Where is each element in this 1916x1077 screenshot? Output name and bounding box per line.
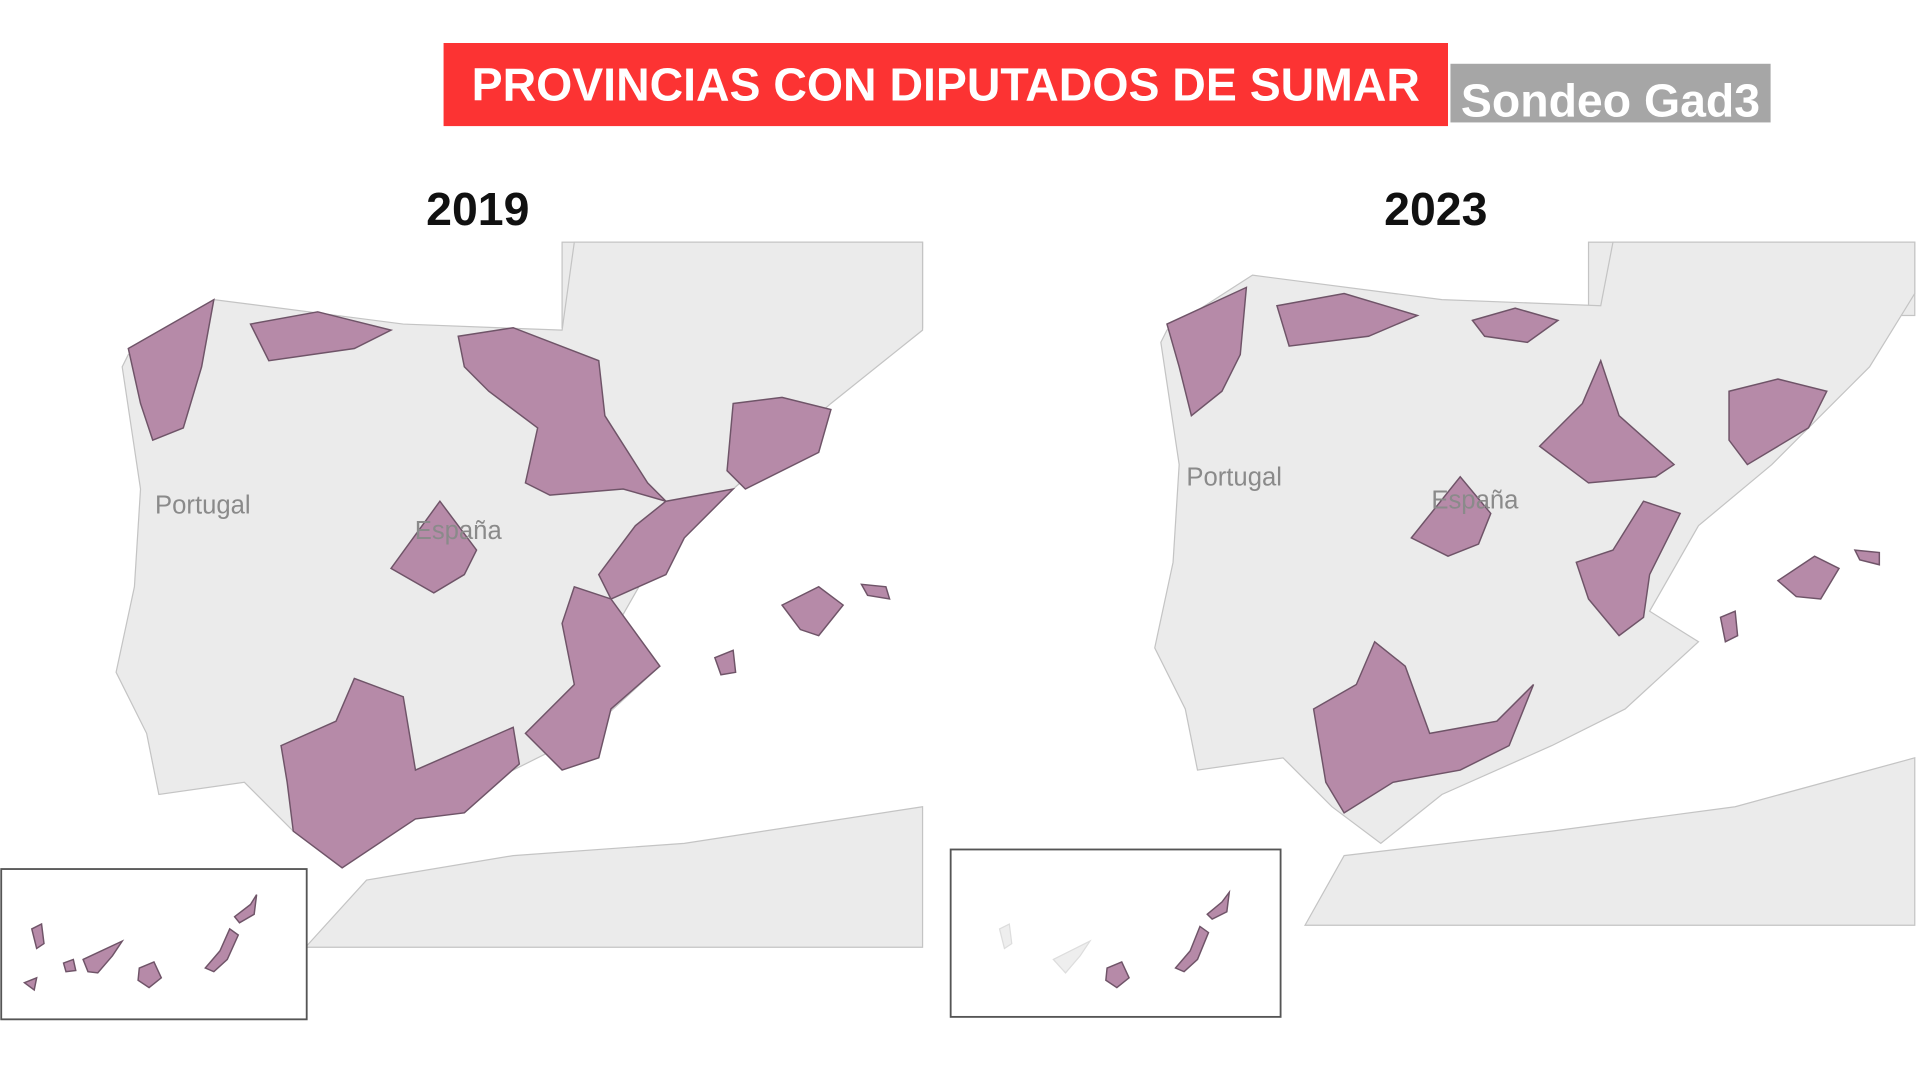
- island-la-palma: [30, 922, 45, 950]
- source-badge-text: Sondeo Gad3: [1461, 74, 1760, 126]
- region-mallorca: [1776, 555, 1841, 600]
- map-year-2019: 2019: [426, 183, 529, 235]
- island-lanzarote: [233, 894, 258, 924]
- island-lanzarote: [1206, 889, 1231, 921]
- region-menorca: [860, 583, 891, 600]
- region-valencia: [1575, 500, 1682, 637]
- region-catalonia: [1728, 378, 1828, 466]
- island-fuerteventura: [204, 927, 240, 973]
- label-portugal: Portugal: [1186, 463, 1282, 491]
- region-menorca: [1853, 549, 1881, 566]
- title-banner: [443, 43, 1448, 127]
- region-basque: [1471, 307, 1560, 344]
- region-ibiza: [713, 649, 737, 676]
- label-spain: España: [1431, 487, 1519, 515]
- island-gran-canaria: [1105, 960, 1130, 989]
- island-la-palma: [998, 923, 1013, 950]
- region-madrid: [1410, 475, 1492, 558]
- island-tenerife: [1052, 939, 1092, 974]
- island-fuerteventura: [1174, 925, 1210, 973]
- region-andalusia: [280, 677, 521, 869]
- label-spain: España: [415, 517, 503, 545]
- island-la-gomera: [62, 958, 77, 973]
- region-zaragoza: [1538, 358, 1676, 484]
- region-catalonia: [726, 396, 832, 490]
- region-madrid: [389, 499, 478, 594]
- page-title: PROVINCIAS CON DIPUTADOS DE SUMAR: [472, 58, 1420, 110]
- map-2023: 2023 Portugal España: [949, 183, 1916, 1018]
- region-north-east: [457, 326, 669, 503]
- region-ibiza: [1719, 610, 1739, 643]
- africa-land: [1303, 757, 1916, 926]
- map-year-2023: 2023: [1384, 183, 1487, 235]
- region-valencia-south: [524, 585, 661, 771]
- island-el-hierro: [22, 976, 38, 992]
- region-andalusia: [1312, 640, 1535, 814]
- island-gran-canaria: [137, 960, 163, 989]
- region-valencia-north: [597, 487, 736, 600]
- source-badge: [1450, 63, 1771, 123]
- region-asturias: [249, 311, 394, 362]
- island-tenerife: [82, 939, 125, 974]
- map-2019: 2019 Portugal España: [0, 183, 924, 1021]
- region-galicia: [127, 298, 215, 442]
- region-mallorca: [780, 585, 845, 637]
- region-galicia: [1166, 286, 1248, 417]
- canary-islands-inset: [0, 868, 308, 1021]
- label-portugal: Portugal: [155, 491, 251, 519]
- africa-land: [304, 806, 924, 948]
- region-asturias: [1275, 292, 1420, 347]
